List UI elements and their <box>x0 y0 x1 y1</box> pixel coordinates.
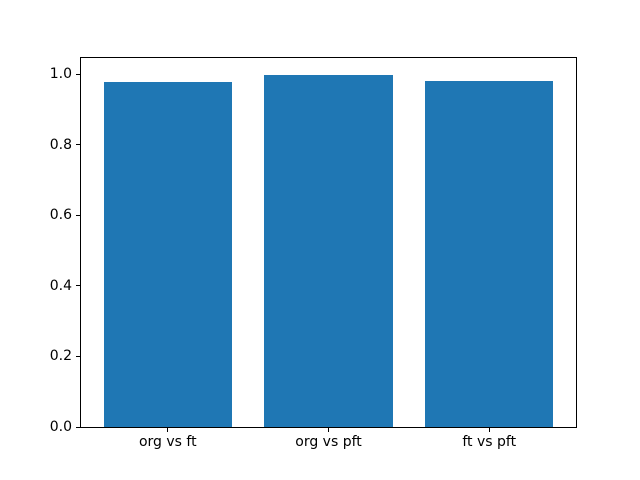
y-tick-mark <box>76 73 80 75</box>
y-tick-label: 0.4 <box>49 277 72 294</box>
x-tick-mark <box>167 428 169 432</box>
x-tick-label: ft vs pft <box>462 434 517 450</box>
y-tick-mark <box>76 144 80 146</box>
plot-area <box>80 57 577 428</box>
x-tick-mark <box>488 428 490 432</box>
x-tick-label: org vs ft <box>138 434 197 450</box>
y-tick-mark <box>76 214 80 216</box>
bar-org-vs-pft <box>264 75 393 427</box>
y-tick-label: 1.0 <box>49 66 72 83</box>
x-tick-label: org vs pft <box>295 434 362 450</box>
y-tick-label: 0.0 <box>49 419 72 435</box>
bar-org-vs-ft <box>103 82 233 427</box>
bar-ft-vs-pft <box>424 80 554 427</box>
y-tick-mark <box>76 285 80 287</box>
y-tick-mark <box>76 355 80 357</box>
y-tick-label: 0.2 <box>49 348 72 365</box>
y-tick-label: 0.8 <box>49 136 72 153</box>
x-tick-mark <box>328 428 329 432</box>
y-tick-label: 0.6 <box>49 207 72 224</box>
y-tick-mark <box>76 426 80 428</box>
